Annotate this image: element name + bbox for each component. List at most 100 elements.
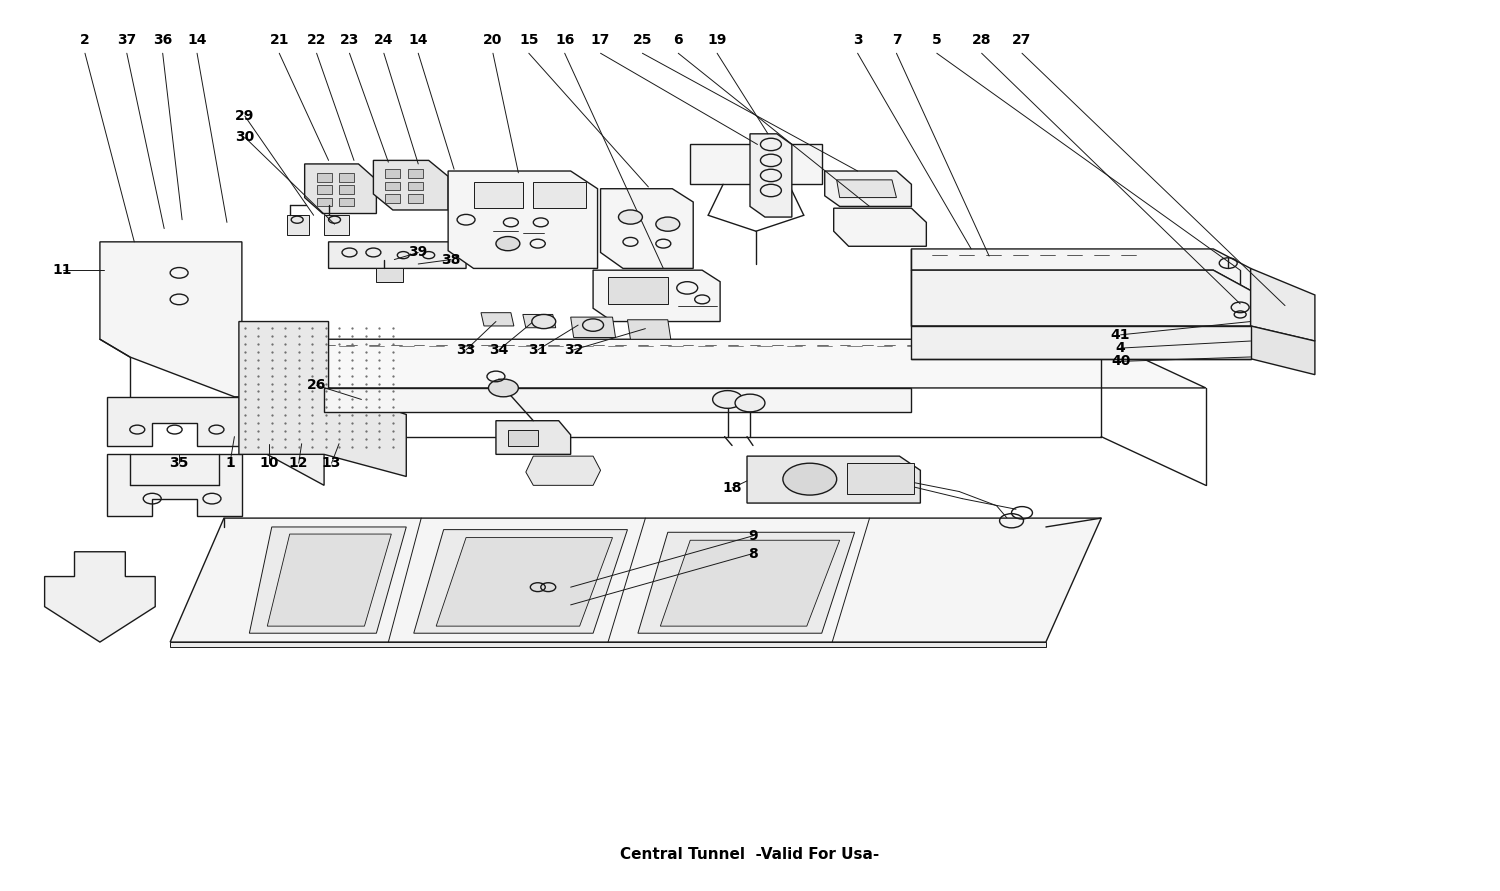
Text: 5: 5 [932,33,942,47]
Text: 10: 10 [260,456,279,470]
Text: 21: 21 [270,33,290,47]
Circle shape [783,463,837,495]
Polygon shape [474,182,524,208]
Polygon shape [328,241,466,268]
Polygon shape [509,429,538,446]
Polygon shape [496,421,570,454]
Polygon shape [324,388,912,412]
Text: 7: 7 [891,33,902,47]
Text: 29: 29 [236,109,255,123]
Polygon shape [408,169,423,178]
Polygon shape [912,326,1251,359]
Polygon shape [249,527,406,634]
Text: 23: 23 [340,33,358,47]
Text: 36: 36 [153,33,173,47]
Polygon shape [100,241,242,396]
Polygon shape [339,185,354,194]
Polygon shape [912,270,1251,326]
Text: 27: 27 [1013,33,1032,47]
Polygon shape [170,642,1046,648]
Polygon shape [414,529,627,634]
Text: 35: 35 [170,456,189,470]
Text: 16: 16 [555,33,574,47]
Polygon shape [1251,268,1316,341]
Polygon shape [316,198,332,207]
Polygon shape [238,322,406,477]
Text: 1: 1 [225,456,236,470]
Polygon shape [267,534,392,626]
Polygon shape [316,185,332,194]
Text: 37: 37 [117,33,136,47]
Polygon shape [316,173,332,182]
Polygon shape [750,134,792,217]
Polygon shape [408,182,423,191]
Text: 13: 13 [322,456,340,470]
Text: 18: 18 [723,481,742,495]
Polygon shape [834,208,927,246]
Text: 26: 26 [308,379,327,392]
Text: 4: 4 [1116,341,1125,356]
Polygon shape [638,532,855,634]
Polygon shape [534,182,585,208]
Polygon shape [570,317,615,338]
Polygon shape [386,194,400,203]
Polygon shape [524,315,555,328]
Text: 20: 20 [483,33,502,47]
Text: 25: 25 [633,33,652,47]
Circle shape [582,319,603,331]
Circle shape [735,394,765,412]
Polygon shape [286,216,309,234]
Text: Central Tunnel  -Valid For Usa-: Central Tunnel -Valid For Usa- [621,847,879,862]
Polygon shape [108,454,242,517]
Polygon shape [374,160,448,210]
Text: 14: 14 [408,33,428,47]
Polygon shape [304,164,376,214]
Polygon shape [234,339,1206,388]
Circle shape [656,217,680,232]
Polygon shape [592,270,720,322]
Polygon shape [747,456,921,503]
Text: 28: 28 [972,33,992,47]
Polygon shape [912,249,1251,290]
Text: 9: 9 [748,529,758,543]
Polygon shape [448,171,597,268]
Text: 33: 33 [456,343,476,357]
Text: 24: 24 [374,33,393,47]
Polygon shape [324,216,350,234]
Text: 32: 32 [564,343,584,357]
Circle shape [532,315,555,329]
Polygon shape [608,277,668,304]
Text: 39: 39 [408,246,428,259]
Text: 6: 6 [674,33,682,47]
Polygon shape [600,189,693,268]
Text: 30: 30 [236,130,255,144]
Text: 17: 17 [591,33,610,47]
Text: 12: 12 [290,456,309,470]
Polygon shape [825,171,912,207]
Polygon shape [386,169,400,178]
Polygon shape [170,518,1101,642]
Polygon shape [482,313,514,326]
Text: 2: 2 [80,33,90,47]
Polygon shape [436,537,612,626]
Text: 31: 31 [528,343,548,357]
Text: 8: 8 [748,546,758,560]
Circle shape [496,236,520,250]
Circle shape [618,210,642,225]
Polygon shape [234,339,324,486]
Text: 3: 3 [853,33,862,47]
Text: 15: 15 [519,33,538,47]
Polygon shape [45,552,154,642]
Polygon shape [837,180,897,198]
Text: 19: 19 [708,33,728,47]
Text: 11: 11 [53,263,72,277]
Polygon shape [339,198,354,207]
Polygon shape [627,320,670,339]
Text: 34: 34 [489,343,508,357]
Polygon shape [690,144,822,184]
Polygon shape [376,268,404,282]
Text: 38: 38 [441,252,460,266]
Polygon shape [408,194,423,203]
Polygon shape [1251,326,1316,374]
Text: 40: 40 [1112,355,1131,368]
